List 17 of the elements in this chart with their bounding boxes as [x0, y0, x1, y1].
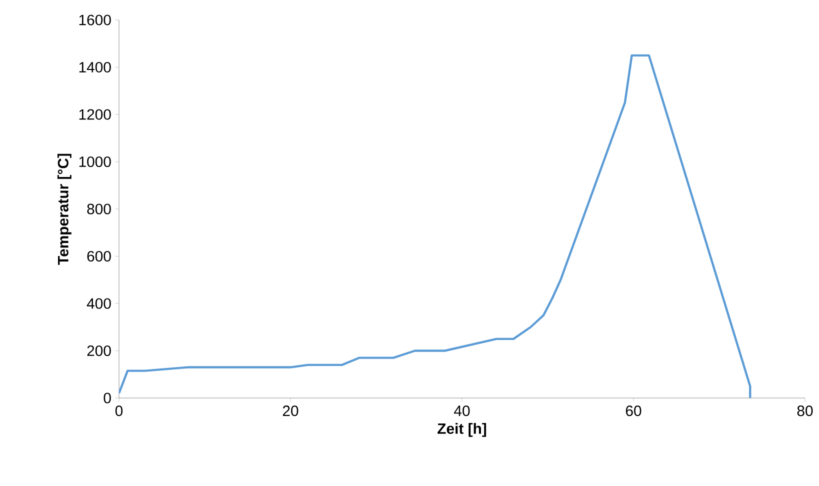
- y-tick-label: 200: [87, 345, 111, 356]
- x-tick-label: 80: [797, 406, 813, 416]
- y-tick-label: 600: [87, 250, 111, 262]
- y-tick-label: 1600: [79, 14, 111, 26]
- y-tick-label: 400: [86, 298, 111, 309]
- y-tick-label: 800: [87, 204, 111, 214]
- y-axis-title: Temperatur [°C]: [57, 154, 72, 265]
- y-tick-label: 1000: [79, 156, 111, 168]
- x-tick-label: 0: [115, 406, 123, 416]
- x-tick-label: 60: [626, 406, 642, 416]
- y-tick-label: 1400: [79, 62, 111, 73]
- x-axis-title: Zeit [h]: [438, 422, 486, 437]
- x-tick-label: 20: [282, 406, 298, 416]
- line-series: [119, 54, 752, 398]
- y-tick-label: 1200: [79, 109, 111, 120]
- x-tick-label: 40: [454, 406, 470, 416]
- y-tick-label: 0: [104, 392, 111, 404]
